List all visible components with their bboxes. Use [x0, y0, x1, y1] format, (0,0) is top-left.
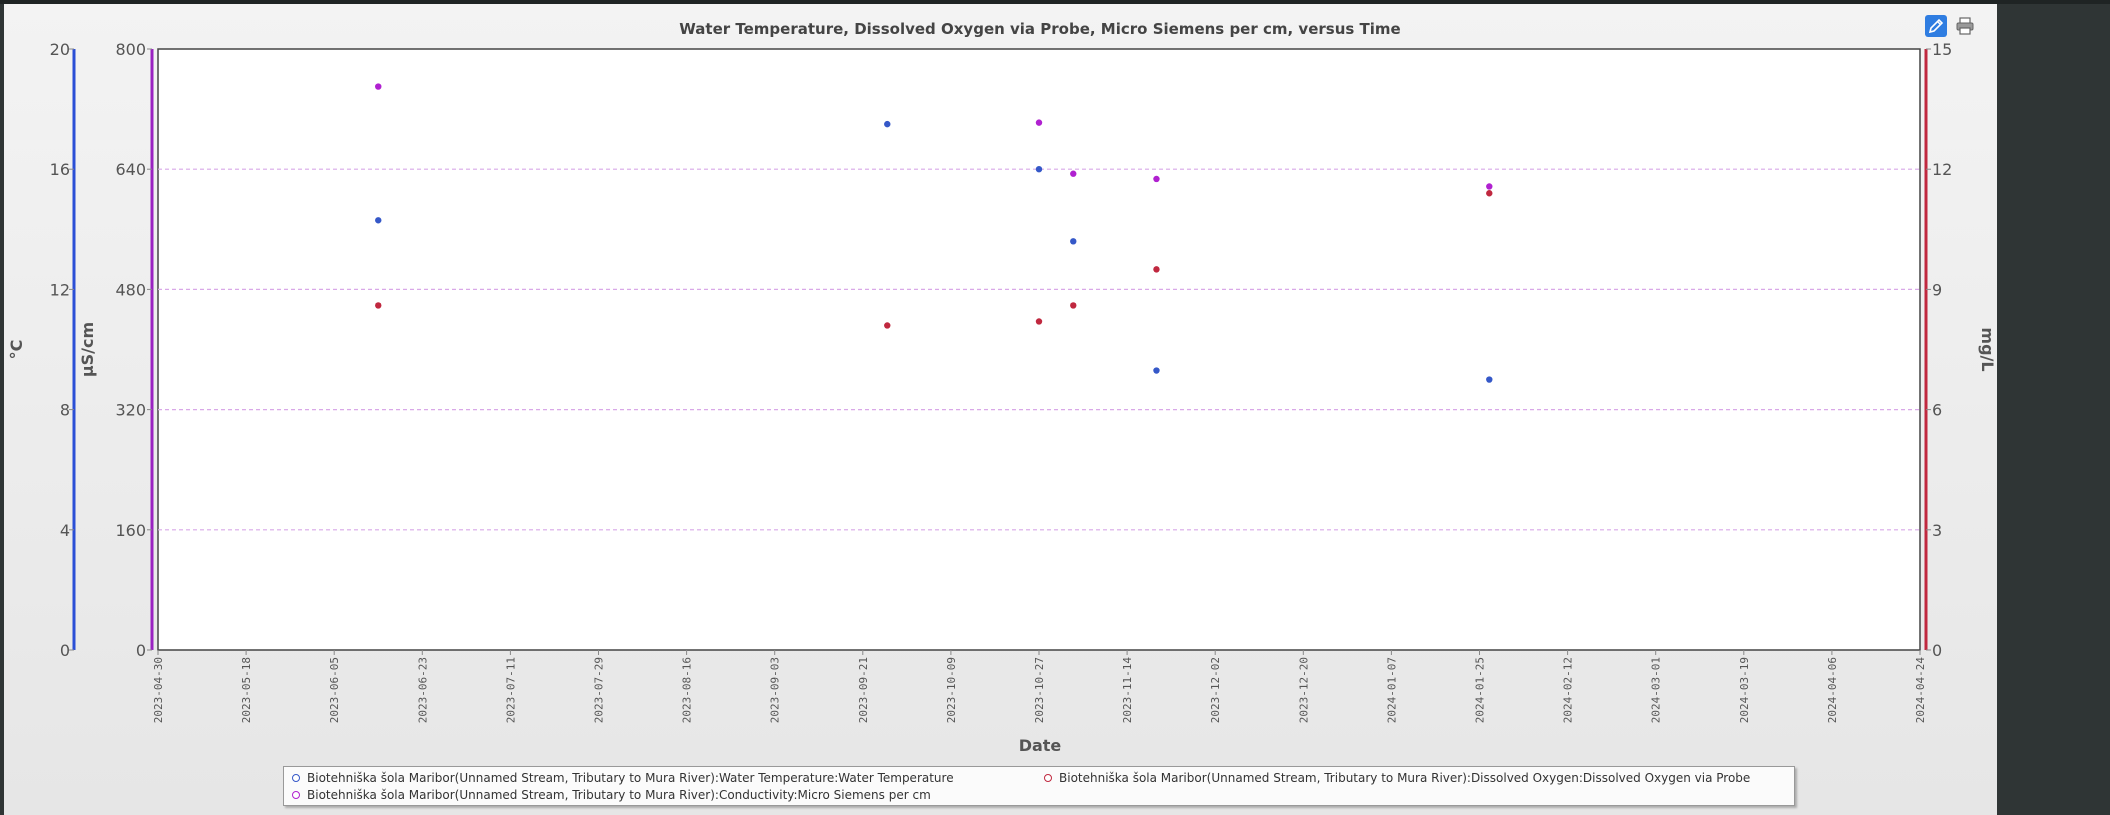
data-point-series-0	[375, 217, 382, 224]
data-point-series-1	[1486, 190, 1493, 197]
x-tick-label: 2023-12-02	[1209, 657, 1222, 723]
x-tick-label: 2024-02-12	[1562, 657, 1575, 723]
top-bar	[0, 0, 2110, 4]
x-tick-label: 2023-09-21	[857, 657, 870, 723]
x-tick-label: 2023-04-30	[152, 657, 165, 723]
x-tick-label: 2024-01-07	[1385, 657, 1398, 723]
x-axis-title: Date	[1019, 736, 1062, 755]
legend-item-conductivity[interactable]: Biotehniška šola Maribor(Unnamed Stream,…	[292, 788, 931, 802]
y-tick-label-do: 0	[1932, 641, 1942, 660]
y-tick-label-do: 3	[1932, 521, 1942, 540]
x-tick-label: 2023-10-09	[945, 657, 958, 723]
x-tick-label: 2024-03-19	[1738, 657, 1751, 723]
y-tick-label-temp: 8	[60, 401, 70, 420]
legend-item-water-temperature[interactable]: Biotehniška šola Maribor(Unnamed Stream,…	[292, 771, 954, 785]
y-axis-title-temp: °C	[7, 340, 26, 360]
x-tick-label: 2023-06-05	[328, 657, 341, 723]
x-axis-ticks: 2023-04-30 2023-05-18 2023-06-05 2023-06-23…	[152, 650, 1927, 723]
axes: 0 4 8 12 16 20 °C 0 160 320 480 640 800 µS/cm 0 3 6 9 12 15…	[7, 40, 1997, 660]
legend-label: Biotehniška šola Maribor(Unnamed Stream,…	[307, 771, 954, 785]
y-axis-title-cond: µS/cm	[78, 322, 97, 377]
y-tick-label-do: 6	[1932, 401, 1942, 420]
data-point-series-1	[1153, 266, 1160, 273]
x-tick-label: 2023-07-11	[504, 657, 517, 723]
x-tick-label: 2023-09-03	[769, 657, 782, 723]
x-tick-label: 2023-07-29	[593, 657, 606, 723]
x-tick-label: 2023-11-14	[1121, 657, 1134, 724]
y-tick-label-do: 12	[1932, 160, 1952, 179]
data-point-series-2	[375, 83, 382, 90]
x-tick-label: 2024-04-06	[1826, 657, 1839, 723]
chart-title: Water Temperature, Dissolved Oxygen via …	[679, 20, 1400, 38]
legend-label: Biotehniška šola Maribor(Unnamed Stream,…	[1059, 771, 1751, 785]
legend: Biotehniška šola Maribor(Unnamed Stream,…	[283, 766, 1795, 806]
y-tick-label-temp: 12	[50, 280, 70, 299]
y-tick-label-do: 15	[1932, 40, 1952, 59]
legend-label: Biotehniška šola Maribor(Unnamed Stream,…	[307, 788, 931, 802]
data-point-series-1	[884, 322, 891, 329]
x-tick-label: 2024-01-25	[1474, 657, 1487, 723]
print-chart-button[interactable]	[1954, 15, 1976, 37]
legend-item-dissolved-oxygen[interactable]: Biotehniška šola Maribor(Unnamed Stream,…	[1044, 771, 1750, 785]
pencil-icon	[1928, 18, 1944, 34]
x-tick-label: 2023-08-16	[681, 657, 694, 723]
y-tick-label-temp: 0	[60, 641, 70, 660]
y-tick-label-cond: 480	[115, 280, 146, 299]
data-point-series-2	[1153, 175, 1160, 183]
x-tick-label: 2023-06-23	[416, 657, 429, 723]
data-point-series-0	[1153, 367, 1160, 374]
data-point-series-0	[1486, 376, 1493, 383]
data-point-series-0	[1035, 166, 1043, 173]
legend-marker	[1044, 774, 1052, 782]
y-tick-label-cond: 800	[115, 40, 146, 59]
y-tick-label-cond: 640	[115, 160, 146, 179]
y-tick-label-cond: 0	[136, 641, 146, 660]
x-tick-label: 2023-10-27	[1033, 657, 1046, 723]
data-point-series-2	[1035, 119, 1043, 126]
y-axis-title-do: mg/L	[1978, 327, 1997, 371]
x-tick-label: 2024-04-24	[1914, 657, 1927, 724]
x-tick-label: 2023-12-20	[1297, 657, 1310, 723]
data-point-series-1	[1070, 302, 1077, 309]
data-point-series-0	[884, 120, 891, 128]
legend-marker	[292, 791, 300, 799]
y-tick-label-temp: 20	[50, 40, 70, 59]
y-tick-label-cond: 160	[115, 521, 146, 540]
data-point-series-1	[375, 302, 382, 309]
data-points	[375, 83, 1493, 383]
data-point-series-0	[1070, 238, 1077, 245]
x-tick-label: 2024-03-01	[1650, 657, 1663, 723]
edit-chart-button[interactable]	[1925, 15, 1947, 37]
y-tick-label-cond: 320	[115, 401, 146, 420]
y-tick-label-temp: 4	[60, 521, 70, 540]
plot-area	[157, 48, 1921, 651]
legend-marker	[292, 774, 300, 782]
data-point-series-2	[1486, 183, 1493, 190]
y-tick-label-do: 9	[1932, 280, 1942, 299]
data-point-series-1	[1035, 318, 1043, 325]
x-tick-label: 2023-05-18	[240, 657, 253, 723]
y-tick-label-temp: 16	[50, 160, 70, 179]
printer-icon	[1956, 17, 1974, 35]
data-point-series-2	[1070, 170, 1077, 177]
